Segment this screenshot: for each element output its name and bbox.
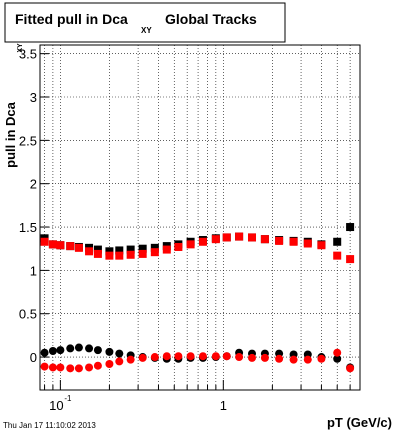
marker [174,242,183,251]
marker [138,353,147,362]
chart-title: Fitted pull in Dca [15,11,128,27]
marker [248,233,257,242]
marker [74,343,83,352]
marker [198,237,207,246]
marker [333,348,342,357]
marker [211,352,220,361]
marker [105,347,114,356]
marker [93,361,102,370]
marker [198,352,207,361]
marker [93,245,102,254]
marker [186,352,195,361]
marker [235,353,244,362]
marker [85,344,94,353]
x-tick-label: 10 [49,398,63,413]
marker [93,346,102,355]
marker [74,364,83,373]
marker [40,362,49,371]
x-axis-label: pT (GeV/c) [327,415,392,430]
y-tick-label: 2.5 [19,133,37,148]
marker [289,355,298,364]
marker [115,246,124,255]
x-tick-label-sup: -1 [64,394,72,403]
marker [333,251,342,260]
marker [74,243,83,252]
marker [126,245,135,254]
marker [105,247,114,256]
marker [222,233,231,242]
marker [174,352,183,361]
y-tick-label: 0.5 [19,307,37,322]
y-tick-label: 2 [30,177,37,192]
y-tick-label: 3 [30,90,37,105]
y-tick-label: 1.5 [19,220,37,235]
timestamp: Thu Jan 17 11:10:02 2013 [3,421,96,430]
marker [275,236,284,245]
marker [66,242,75,251]
marker [235,232,244,241]
marker [85,363,94,372]
marker [126,355,135,364]
marker [150,353,159,362]
marker [346,364,355,373]
title-box [4,2,286,43]
marker [93,249,102,258]
marker [66,344,75,353]
marker [162,245,171,254]
plot-frame [39,44,361,391]
marker [48,346,57,355]
marker [40,237,49,246]
marker [211,235,220,244]
marker [186,240,195,249]
marker [150,248,159,257]
marker [260,353,269,362]
marker [48,240,57,249]
marker [138,249,147,258]
marker [317,354,326,363]
marker [56,346,65,355]
y-tick-label: 1 [30,263,37,278]
y-axis-label: pull in Dca [3,101,18,168]
marker [333,237,342,246]
marker [346,255,355,264]
marker [346,223,355,232]
marker [105,251,114,260]
chart-title-rest: Global Tracks [165,11,257,27]
marker [115,349,124,358]
marker [56,241,65,250]
y-tick-label: 3.5 [19,47,37,62]
marker [317,241,326,250]
marker [66,364,75,373]
marker [222,352,231,361]
marker [289,237,298,246]
y-axis-label-sub: XY [17,43,24,53]
y-tick-label: 0 [30,350,37,365]
marker [105,359,114,368]
x-tick-label: 1 [220,398,227,413]
marker [115,251,124,260]
chart-title-sub: XY [141,26,152,35]
marker [85,247,94,256]
marker [260,235,269,244]
marker [162,352,171,361]
marker [115,357,124,366]
marker [150,243,159,252]
marker [303,355,312,364]
marker [48,363,57,372]
marker [40,348,49,357]
marker [303,239,312,248]
marker [138,244,147,253]
marker [126,250,135,259]
marker [248,353,257,362]
marker [275,354,284,363]
marker [333,354,342,363]
marker [56,363,65,372]
